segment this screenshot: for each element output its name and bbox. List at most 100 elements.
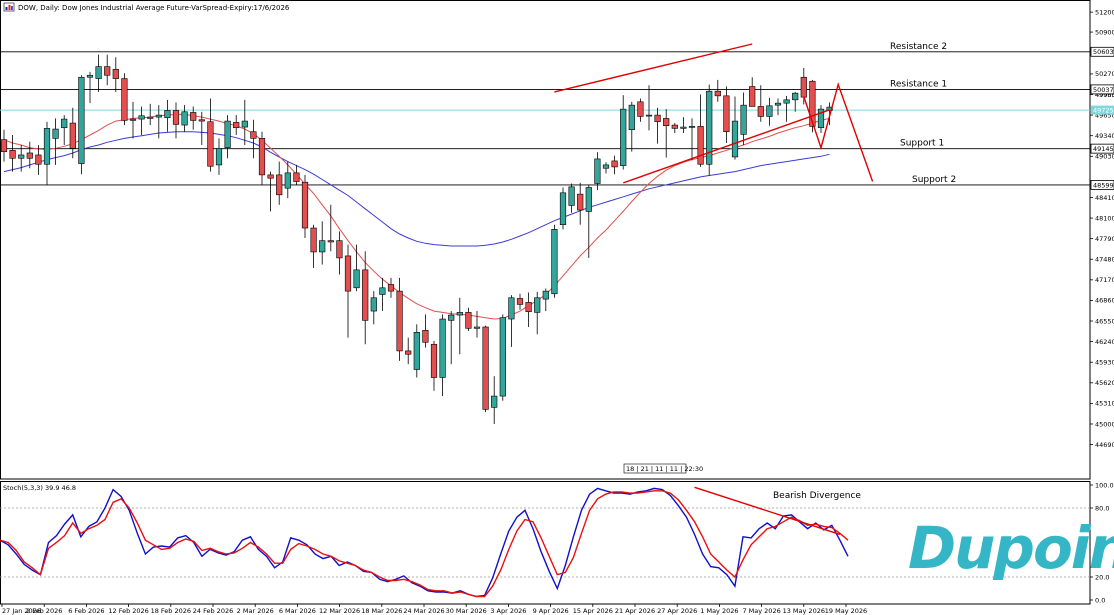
candle[interactable] xyxy=(809,79,816,133)
candle[interactable] xyxy=(577,182,584,225)
candle[interactable] xyxy=(465,307,472,331)
candle[interactable] xyxy=(52,118,59,165)
candle[interactable] xyxy=(723,86,730,144)
candle[interactable] xyxy=(172,102,180,139)
candle[interactable] xyxy=(620,95,627,170)
candle[interactable] xyxy=(542,288,549,312)
candle[interactable] xyxy=(35,144,42,175)
candle[interactable] xyxy=(508,295,515,347)
candle[interactable] xyxy=(190,106,197,130)
main-chart-plot[interactable]: Resistance 2 Resistance 1 Support 1 Support… xyxy=(0,0,1091,480)
candle[interactable] xyxy=(250,119,257,159)
candle[interactable] xyxy=(731,96,739,160)
candle[interactable] xyxy=(0,129,8,162)
candle[interactable] xyxy=(422,314,429,348)
price-tick-label: 49955 xyxy=(1095,91,1114,99)
candle[interactable] xyxy=(714,79,721,102)
candle[interactable] xyxy=(430,340,438,391)
candle[interactable] xyxy=(594,152,601,191)
candle[interactable] xyxy=(86,71,94,104)
stochastic-panel[interactable]: 100.0 80.0 20.0 0.0 Bearish Divergence Stoch(… xyxy=(0,481,1114,605)
candle[interactable] xyxy=(43,121,51,185)
candle[interactable] xyxy=(181,105,188,132)
candle[interactable] xyxy=(448,311,455,365)
candle[interactable] xyxy=(258,131,266,185)
candle[interactable] xyxy=(370,291,377,325)
candle[interactable] xyxy=(628,101,635,152)
candle[interactable] xyxy=(293,164,300,185)
candle[interactable] xyxy=(129,101,137,139)
candle[interactable] xyxy=(611,155,618,175)
candle[interactable] xyxy=(491,376,498,424)
candle[interactable] xyxy=(792,91,799,112)
candle[interactable] xyxy=(207,98,214,172)
candle[interactable] xyxy=(104,54,111,86)
candle[interactable] xyxy=(95,54,102,92)
candle[interactable] xyxy=(559,187,567,230)
candle[interactable] xyxy=(525,292,532,327)
candle[interactable] xyxy=(198,111,205,145)
candle[interactable] xyxy=(499,314,506,401)
candle[interactable] xyxy=(69,107,76,159)
candle[interactable] xyxy=(241,99,248,145)
candle[interactable] xyxy=(267,171,274,212)
candle[interactable] xyxy=(405,337,412,365)
candle[interactable] xyxy=(138,106,145,136)
candle[interactable] xyxy=(26,141,33,169)
candle[interactable] xyxy=(327,204,334,252)
candle[interactable] xyxy=(482,325,489,413)
candle[interactable] xyxy=(585,184,592,258)
candle[interactable] xyxy=(740,92,747,145)
candle[interactable] xyxy=(516,293,524,310)
candle[interactable] xyxy=(233,115,240,136)
candle[interactable] xyxy=(362,251,369,345)
candle[interactable] xyxy=(9,135,16,172)
bullish-candle-body xyxy=(370,297,377,312)
candle[interactable] xyxy=(757,85,764,122)
candle[interactable] xyxy=(413,324,420,378)
candle[interactable] xyxy=(534,291,541,335)
candle[interactable] xyxy=(336,231,343,275)
candle[interactable] xyxy=(147,103,154,126)
candle[interactable] xyxy=(749,77,756,107)
crosshair-date-label: 18 | 21 | 11 | 11 | 22:30 xyxy=(626,465,703,473)
candle[interactable] xyxy=(456,297,463,355)
candle[interactable] xyxy=(602,162,610,174)
candle[interactable] xyxy=(344,244,352,338)
candle[interactable] xyxy=(551,224,558,298)
candle[interactable] xyxy=(319,221,326,265)
candle[interactable] xyxy=(112,57,119,92)
candle[interactable] xyxy=(224,115,231,159)
candle[interactable] xyxy=(817,105,825,134)
candle[interactable] xyxy=(61,115,68,145)
candle[interactable] xyxy=(688,118,696,161)
candle[interactable] xyxy=(155,105,162,139)
candle[interactable] xyxy=(121,73,128,126)
stoch-tick-label: 100.0 xyxy=(1095,481,1114,489)
candle[interactable] xyxy=(439,314,446,397)
candle[interactable] xyxy=(18,144,25,172)
candle[interactable] xyxy=(284,161,291,199)
candle[interactable] xyxy=(568,183,575,213)
candle[interactable] xyxy=(645,85,653,131)
candle[interactable] xyxy=(215,138,223,175)
candle[interactable] xyxy=(774,98,782,116)
candle[interactable] xyxy=(164,99,171,132)
candle[interactable] xyxy=(387,277,395,298)
candle[interactable] xyxy=(353,244,360,292)
candle[interactable] xyxy=(783,95,790,122)
candle[interactable] xyxy=(671,123,678,134)
candle[interactable] xyxy=(78,75,85,175)
candle[interactable] xyxy=(766,97,773,126)
candle[interactable] xyxy=(276,161,283,205)
candle[interactable] xyxy=(680,117,687,134)
candle[interactable] xyxy=(396,277,403,361)
candle[interactable] xyxy=(654,107,661,144)
candle[interactable] xyxy=(706,84,713,176)
candle[interactable] xyxy=(379,277,386,312)
candle[interactable] xyxy=(637,98,644,122)
candle[interactable] xyxy=(310,224,317,268)
candle[interactable] xyxy=(473,311,481,338)
candle[interactable] xyxy=(663,109,670,158)
candle[interactable] xyxy=(301,174,309,238)
